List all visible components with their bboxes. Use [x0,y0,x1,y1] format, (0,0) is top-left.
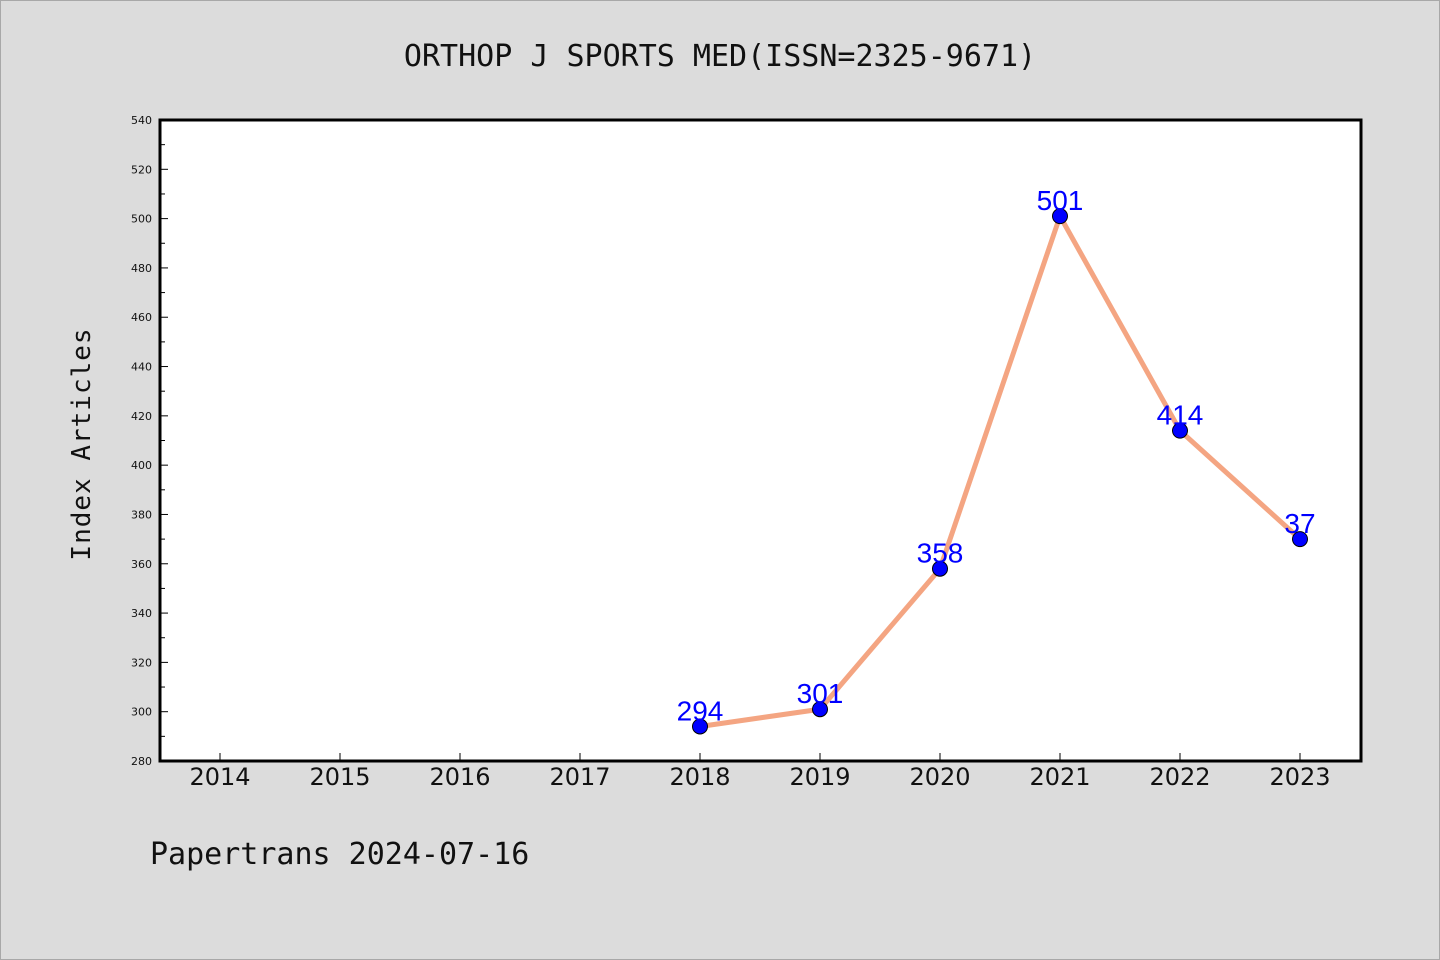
plot-area [158,118,1363,763]
x-tick-label: 2017 [549,763,610,791]
x-axis-ticks: 2014 2015 2016 2017 2018 2019 2020 2021 2022 2023 [189,753,1331,791]
data-label: 37 [1284,508,1315,539]
y-tick-label: 440 [131,361,152,374]
chart-title: ORTHOP J SPORTS MED(ISSN=2325-9671) [404,39,1036,74]
y-tick-label: 460 [131,311,152,324]
data-label: 358 [917,538,964,569]
x-tick-label: 2020 [909,763,970,791]
data-markers [692,208,1308,735]
x-tick-label: 2021 [1029,763,1090,791]
data-point [1052,208,1068,225]
series-lines [697,213,1303,729]
x-tick-label: 2019 [789,763,850,791]
data-point [932,560,948,577]
data-label: 294 [677,695,724,726]
y-tick-label: 340 [131,607,152,620]
y-tick-label: 300 [131,706,152,719]
y-tick-label: 540 [131,114,152,127]
x-tick-label: 2018 [669,763,730,791]
series-line [697,213,1303,729]
x-tick-label: 2022 [1149,763,1210,791]
y-axis-label: Index Articles [67,327,97,560]
x-tick-label: 2014 [189,763,250,791]
data-point [692,718,708,735]
y-tick-label: 480 [131,262,152,275]
y-tick-label: 380 [131,508,152,521]
y-tick-label: 400 [131,459,152,472]
x-tick-label: 2023 [1269,763,1330,791]
y-tick-label: 500 [131,213,152,226]
data-point [1292,531,1308,548]
data-labels: 294 301 358 501 414 37 [677,185,1316,726]
y-tick-label: 320 [131,656,152,669]
y-axis-ticks: 280 300 320 340 360 380 400 420 440 460 480 500 520 5… [131,114,168,768]
y-tick-label: 520 [131,163,152,176]
footer-credit: Papertrans 2024-07-16 [150,837,529,872]
y-tick-label: 360 [131,558,152,571]
data-label: 301 [797,678,844,709]
y-tick-label: 280 [131,755,152,768]
x-tick-label: 2016 [429,763,490,791]
y-tick-label: 420 [131,410,152,423]
data-point [1172,422,1188,439]
data-label: 501 [1037,185,1084,216]
data-point [812,701,828,718]
data-label: 414 [1157,400,1204,431]
x-tick-label: 2015 [309,763,370,791]
